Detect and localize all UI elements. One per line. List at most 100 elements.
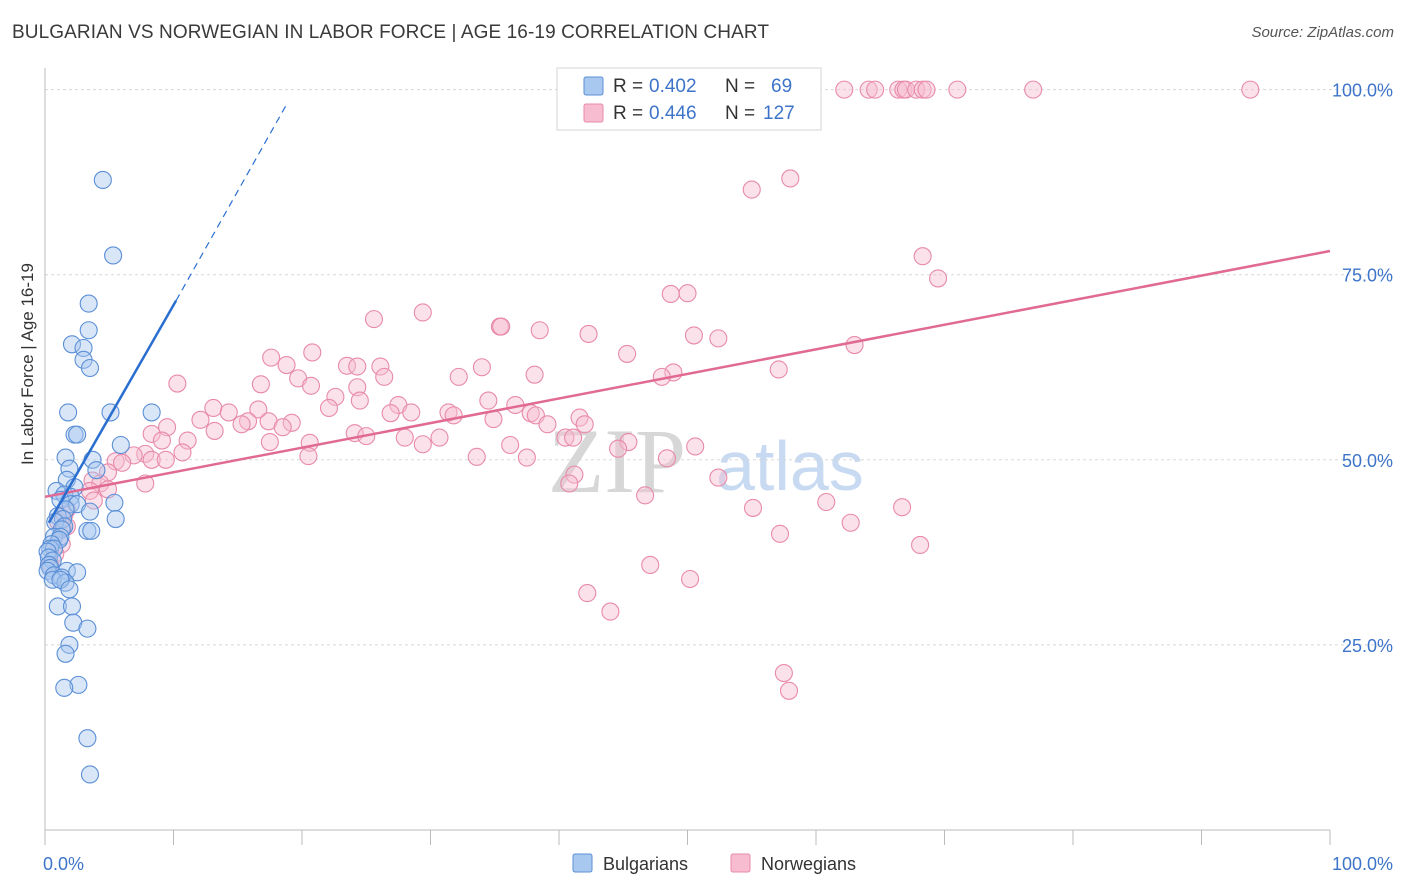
norwegian-point [769, 360, 788, 379]
norwegian-point [395, 428, 414, 447]
bulgarian-point [78, 619, 97, 638]
norwegian-point [560, 474, 579, 493]
norwegian-point [911, 535, 930, 555]
bulgarian-point [80, 765, 100, 784]
bulgarian-point [80, 502, 100, 521]
norwegian-trend-line [44, 249, 1331, 499]
norwegian-point [273, 418, 292, 437]
norwegian-point [219, 403, 238, 422]
stats-legend: R = 0.402 N = 69 R = 0.446 N = 127 [556, 67, 822, 131]
norwegian-point [686, 437, 705, 456]
watermark-zip: ZIP [548, 410, 686, 512]
bulgarian-point [79, 321, 98, 340]
norwegian-point [142, 450, 161, 469]
stats-r-label-bulgarians: R = [613, 76, 648, 97]
norwegian-point [618, 344, 637, 363]
norwegian-point [578, 584, 597, 603]
bulgarian-point [56, 448, 75, 467]
norwegian-point [282, 413, 301, 432]
norwegian-point [479, 391, 498, 410]
norwegian-point [191, 410, 210, 429]
norwegian-point [774, 663, 793, 683]
norwegian-point [319, 398, 339, 418]
norwegian-point [113, 453, 132, 472]
norwegian-point [684, 326, 703, 345]
bulgarian-point [93, 170, 112, 189]
stats-n-value-bulgarians: 69 [771, 76, 792, 97]
source-credit: Source: ZipAtlas.com [1251, 24, 1394, 41]
norwegian-point [249, 400, 268, 419]
norwegian-point [260, 432, 279, 452]
tick-labels: 25.0% 50.0% 75.0% 100.0% 0.0% 100.0% [43, 81, 1393, 874]
bulgarian-point [55, 678, 74, 697]
bulgarian-point [79, 294, 98, 313]
norwegian-point [893, 498, 912, 517]
bulgarian-point [104, 246, 123, 265]
norwegian-point [326, 387, 345, 406]
bulgarian-point [78, 729, 97, 748]
series-legend: Bulgarians Norwegians [572, 853, 856, 874]
norwegian-point [156, 450, 175, 469]
norwegian-point [841, 513, 860, 532]
bulgarian-point [59, 403, 78, 422]
norwegian-point [817, 492, 836, 512]
bulgarian-point [61, 495, 80, 514]
legend-label-norwegians: Norwegians [761, 854, 856, 874]
norwegian-point [565, 465, 584, 484]
norwegian-point [556, 428, 575, 447]
bulgarian-trend-line [47, 300, 178, 524]
stats-swatch-bulgarians [583, 76, 604, 96]
norwegian-point [277, 355, 296, 375]
bulgarian-point [142, 403, 161, 422]
bulgarian-point [51, 527, 70, 546]
norwegian-point [913, 80, 932, 99]
norwegian-point [859, 80, 878, 99]
norwegian-point [449, 367, 468, 386]
norwegian-point [364, 310, 384, 329]
norwegian-point [913, 247, 932, 266]
y-tick-label-2: 75.0% [1342, 266, 1393, 286]
trend-lines [44, 104, 1331, 524]
norwegian-point [636, 486, 655, 505]
legend-label-bulgarians: Bulgarians [603, 854, 688, 874]
norwegian-point [525, 365, 544, 384]
norwegian-point [517, 448, 536, 467]
norwegian-point [158, 418, 177, 437]
y-tick-label-1: 50.0% [1342, 451, 1393, 471]
norwegian-point [845, 335, 864, 355]
norwegian-point [430, 428, 449, 447]
norwegian-point [907, 80, 926, 99]
norwegian-point [348, 357, 367, 376]
legend-swatch-bulgarians [572, 853, 593, 873]
bulgarian-point [69, 675, 88, 694]
stats-r-label-norwegians: R = [613, 103, 648, 124]
norwegian-point [1241, 80, 1260, 99]
norwegian-point [142, 424, 161, 443]
bulgarian-point [60, 459, 79, 478]
axes [44, 68, 1331, 845]
bulgarian-trend-extension [175, 104, 288, 301]
norwegian-point [501, 435, 520, 455]
norwegian-point [866, 80, 885, 99]
norwegian-points [41, 80, 1260, 700]
norwegian-point [232, 415, 251, 434]
norwegian-point [178, 431, 197, 450]
norwegian-point [538, 415, 557, 434]
bulgarian-point [78, 521, 97, 540]
norwegian-point [303, 343, 322, 362]
bulgarian-point [82, 521, 101, 540]
norwegian-point [262, 348, 281, 367]
norwegian-point [472, 358, 491, 377]
bulgarian-point [68, 425, 87, 444]
bulgarian-point [60, 580, 79, 599]
y-tick-label-0: 25.0% [1342, 636, 1393, 656]
norwegian-point [413, 435, 432, 454]
norwegian-point [375, 367, 394, 386]
bulgarian-point [105, 493, 124, 512]
bulgarian-points [38, 170, 161, 784]
chart-title: BULGARIAN VS NORWEGIAN IN LABOR FORCE | … [12, 22, 770, 43]
bulgarian-point [60, 635, 79, 654]
stats-n-label-bulgarians: N = [725, 76, 760, 97]
norwegian-point [619, 432, 638, 452]
